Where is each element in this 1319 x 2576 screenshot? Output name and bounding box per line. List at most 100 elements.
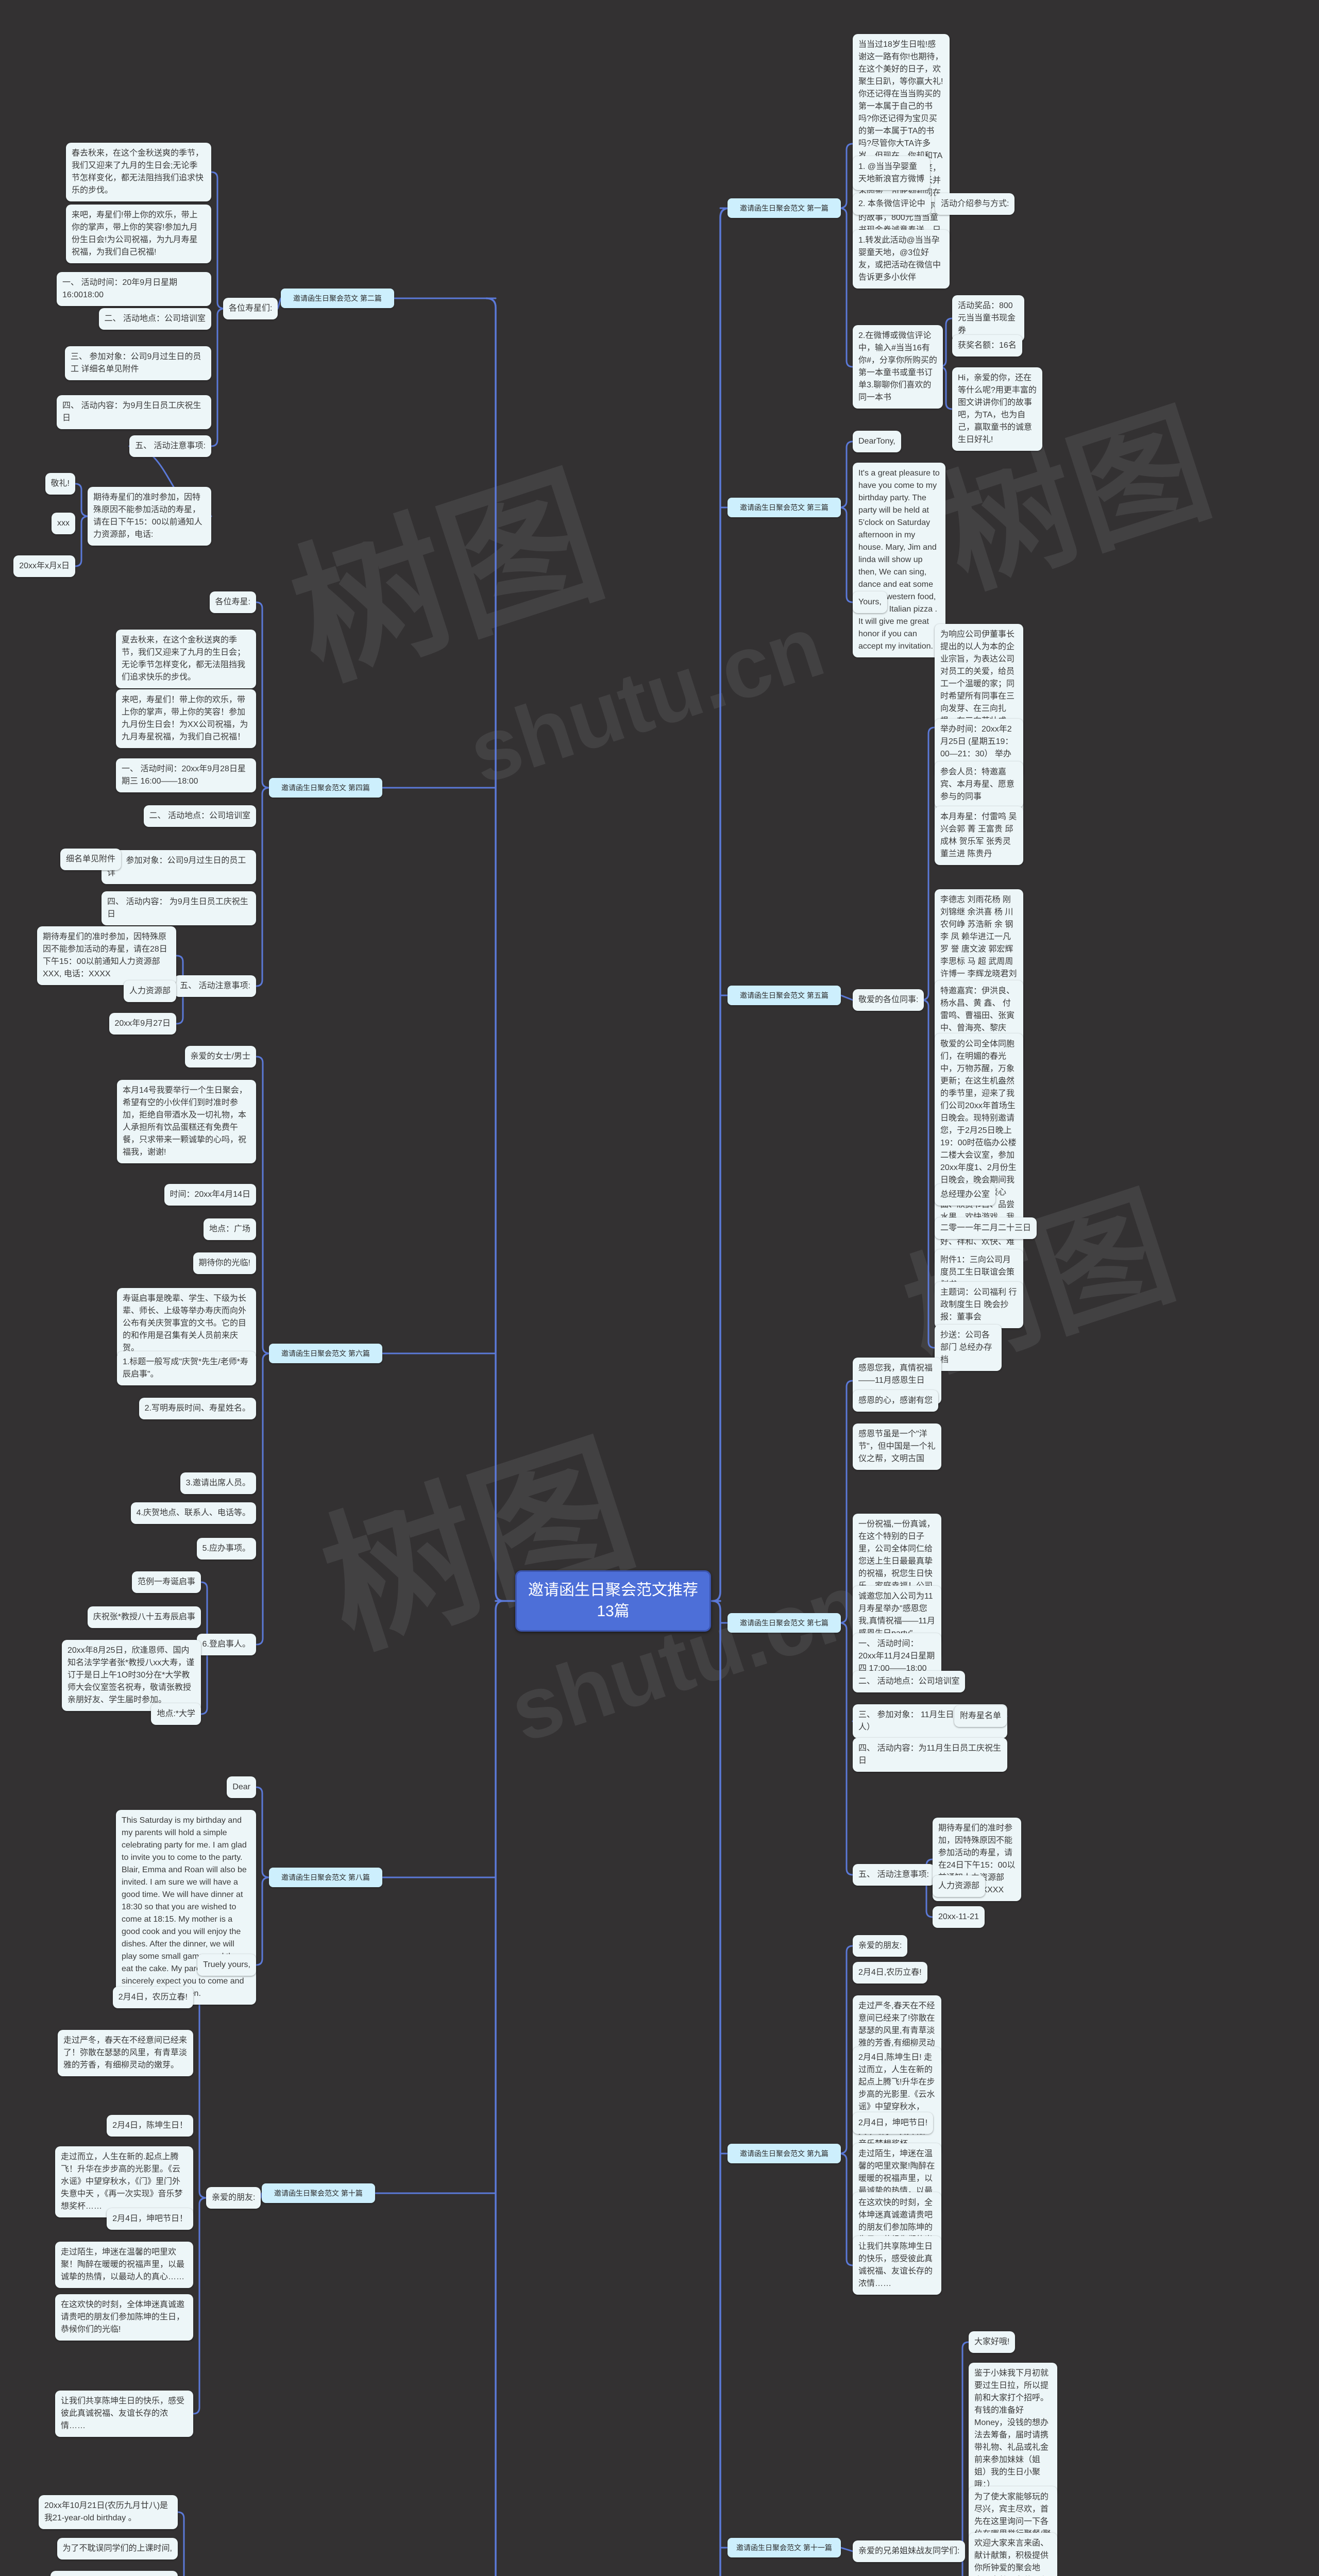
branch-label[interactable]: 邀请函生日聚会范文 第六篇 <box>269 1344 382 1363</box>
topic-node[interactable]: xxx <box>52 513 75 534</box>
topic-node[interactable]: 走过而立，人生在新的.起点上腾飞！升华在步步高的光影里。《云水谣》中望穿秋水，《… <box>55 2146 193 2217</box>
topic-node[interactable]: 2. 本条微信评论中 <box>853 193 931 215</box>
topic-node[interactable]: 2月4日，坤吧节日！ <box>107 2208 193 2230</box>
topic-node[interactable]: 四、 活动内容：为11月生日员工庆祝生日 <box>853 1738 1007 1772</box>
topic-node[interactable]: 二、 活动地点：公司培训室 <box>143 805 256 827</box>
topic-node[interactable]: 春去秋来，在这个金秋送爽的季节，我们又迎来了九月的生日会;无论季节怎样变化，都无… <box>66 143 211 201</box>
topic-node[interactable]: 鉴于小妹我下月初就要过生日拉，所以提前和大家打个招呼。有钱的准备好Money，没… <box>969 2363 1057 2496</box>
topic-node[interactable]: 让我们共享陈坤生日的快乐，感受彼此真诚祝福、友谊长存的浓情…… <box>853 2236 941 2295</box>
topic-node[interactable]: 亲爱的朋友: <box>853 1935 908 1957</box>
topic-node[interactable]: 20xx-11-21 <box>933 1906 985 1928</box>
topic-node[interactable]: 2月4日，坤吧节日! <box>853 2112 934 2134</box>
topic-node[interactable]: 二、 活动地点：公司培训室 <box>98 308 211 330</box>
hub-node[interactable]: 敬爱的各位同事: <box>853 989 924 1011</box>
hub-node[interactable]: 各位寿星们: <box>223 298 278 319</box>
topic-node[interactable]: 2.写明寿辰时间、寿星姓名。 <box>139 1398 256 1419</box>
branch-label[interactable]: 邀请函生日聚会范文 第四篇 <box>269 778 382 798</box>
link-node[interactable]: 细名单见附件 <box>60 849 121 870</box>
topic-node[interactable]: 地点:*大学 <box>151 1703 201 1725</box>
topic-node[interactable]: 期待你的光临! <box>193 1252 256 1274</box>
link-node[interactable]: 活动介绍参与方式: <box>935 193 1015 215</box>
branch-label[interactable]: 邀请函生日聚会范文 第九篇 <box>728 2144 841 2163</box>
topic-node[interactable]: 本月寿星：付雷鸣 吴兴会郭 菁 王富贵 邱成林 贺乐军 张秀灵 董兰进 陈贵丹 <box>935 806 1023 865</box>
topic-node[interactable]: 2.在微博或微信评论中，输入#当当16有你#，分享你所购买的第一本童书或童书订单… <box>853 325 943 409</box>
topic-node[interactable]: It's a great pleasure to have you come t… <box>853 463 945 657</box>
topic-node[interactable]: 一、 活动时间：20年9月日星期 16:0018:00 <box>57 272 211 306</box>
topic-node[interactable]: 20xx年9月27日 <box>109 1013 176 1035</box>
topic-node[interactable]: 活动奖品：800元当当童书现金券 <box>952 295 1024 342</box>
topic-node[interactable]: 参会人员：特邀嘉宾、本月寿星、愿意参与的同事 <box>935 761 1023 808</box>
hub-node[interactable]: 亲爱的兄弟姐妹战友同学们: <box>853 2540 966 2562</box>
hub-node[interactable]: 亲爱的朋友: <box>206 2187 261 2209</box>
topic-node[interactable]: Yours, <box>853 591 887 613</box>
topic-node[interactable]: 抄送：公司各部门 总经办存档 <box>935 1325 1002 1371</box>
topic-node[interactable]: 各位寿星: <box>209 591 256 613</box>
topic-node[interactable]: 20xx年8月25日，欣逢恩师、国内知名法学学者张*教授八xx大寿，谨订于是日上… <box>62 1640 201 1711</box>
link-node[interactable]: 附寿星名单 <box>954 1705 1007 1727</box>
topic-node[interactable]: 三、 参加对象：公司9月过生日的员工 详细名单见附件 <box>65 346 211 380</box>
topic-node[interactable]: 感恩的心，感谢有您 <box>853 1390 939 1412</box>
topic-node[interactable]: 庆祝张*教授八十五寿辰启事 <box>87 1606 201 1628</box>
branch-label[interactable]: 邀请函生日聚会范文 第七篇 <box>728 1613 841 1633</box>
topic-node[interactable]: 大家好哦! <box>969 2331 1016 2353</box>
topic-node[interactable]: 1. @当当孕婴童天地新浪官方微博 <box>853 156 930 190</box>
topic-node[interactable]: 2月4日，农历立春! <box>112 1987 193 2008</box>
topic-node[interactable]: 期待寿星们的准时参加，因特殊原因不能参加活动的寿星，请在28日下午15：00以前… <box>37 926 176 985</box>
topic-node[interactable]: 五、 活动注意事项: <box>174 975 256 997</box>
topic-node[interactable]: 5.应办事项。 <box>196 1538 256 1560</box>
topic-node[interactable]: 地点：广场 <box>203 1218 256 1240</box>
topic-node[interactable]: 范例一寿诞启事 <box>131 1571 201 1593</box>
topic-node[interactable]: 来吧，寿星们!带上你的欢乐，带上你的掌声，带上你的笑容!参加九月份生日会!为公司… <box>66 205 211 263</box>
topic-node[interactable]: 3.邀请出席人员。 <box>180 1472 256 1494</box>
topic-node[interactable]: 期待寿星们的准时参加，因特殊原因不能参加活动的寿星，请在日下午15：00以前通知… <box>88 487 211 546</box>
topic-node[interactable]: 总经理办公室 <box>935 1184 996 1206</box>
topic-node[interactable]: 欢迎大家来言来函、献计献策，积极提供你所钟爱的聚会地点。当然，条件是必须在知春路… <box>969 2533 1057 2576</box>
branch-label[interactable]: 邀请函生日聚会范文 第一篇 <box>728 198 841 218</box>
topic-node[interactable]: Hi，亲爱的你，还在等什么呢?用更丰富的图文讲讲你们的故事吧，为TA，也为自己，… <box>952 367 1042 451</box>
topic-node[interactable]: 主题词：公司福利 行政制度生日 晚会抄报：董事会 <box>935 1282 1023 1328</box>
branch-label[interactable]: 邀请函生日聚会范文 第二篇 <box>281 289 394 308</box>
topic-node[interactable]: party特定在10月21号(星期天)的下午3点 <box>50 2571 178 2576</box>
topic-node[interactable]: 敬礼! <box>45 473 75 495</box>
topic-node[interactable]: 一、 活动时间：20xx年9月28日星期三 16:00——18:00 <box>116 758 256 792</box>
topic-node[interactable]: 当当过18岁生日啦!感谢这一路有你!也期待，在这个美好的日子，欢聚生日趴，等你赢… <box>853 34 950 253</box>
topic-node[interactable]: DearTony, <box>853 431 901 452</box>
topic-node[interactable]: 让我们共享陈坤生日的快乐，感受彼此真诚祝福、友谊长存的浓情…… <box>55 2391 193 2437</box>
topic-node[interactable]: 亲爱的女士/男士 <box>184 1046 256 1067</box>
topic-node[interactable]: 2月4日,陈坤生日! 走过而立，人生在新的起点上腾飞!升华在步步高的光影里.《云… <box>853 2047 941 2155</box>
topic-node[interactable]: 20xx年x月x日 <box>13 555 75 577</box>
topic-node[interactable]: 二、 活动地点：公司培训室 <box>853 1671 966 1692</box>
topic-node[interactable]: 本月14号我要举行一个生日聚会，希望有空的小伙伴们到时准时参加，拒绝自带酒水及一… <box>117 1080 256 1163</box>
topic-node[interactable]: 20xx年10月21日(农历九月廿八)是我21-year-old birthda… <box>39 2495 178 2529</box>
branch-label[interactable]: 邀请函生日聚会范文 第十篇 <box>262 2183 375 2203</box>
topic-node[interactable]: 获奖名额：16名 <box>952 335 1022 357</box>
topic-node[interactable]: 走过严冬，春天在不经意间已经来了！弥散在瑟瑟的风里，有青草淡雅的芳香，有细柳灵动… <box>58 2030 193 2076</box>
topic-node[interactable]: 二零一一年二月二十三日 <box>935 1217 1037 1239</box>
topic-node[interactable]: 1.标题一般写成"庆贺*先生/老师*寿辰启事"。 <box>117 1351 256 1385</box>
topic-node[interactable]: 感恩节虽是一个"洋节"，但中国是一个礼仪之帮，文明古国 <box>853 1423 941 1470</box>
topic-node[interactable]: 2月4日，陈坤生日！ <box>107 2115 193 2137</box>
topic-node[interactable]: 2月4日,农历立春! <box>853 1962 927 1984</box>
topic-node[interactable]: 在这欢快的时刻，全体坤迷真诚邀请贵吧的朋友们参加陈坤的生日，恭候你们的光临! <box>55 2294 193 2341</box>
branch-label[interactable]: 邀请函生日聚会范文 第十一篇 <box>728 2538 841 2557</box>
topic-node[interactable]: 来吧，寿星们！带上你的欢乐，带上你的掌声，带上你的笑容！参加九月份生日会！为XX… <box>116 689 256 748</box>
topic-node[interactable]: 为了不耽误同学们的上课时间, <box>57 2538 178 2560</box>
topic-node[interactable]: 4.庆贺地点、联系人、电话等。 <box>130 1502 256 1524</box>
topic-node[interactable]: This Saturday is my birthday and my pare… <box>116 1810 256 2005</box>
topic-node[interactable]: 四、 活动内容： 为9月生日员工庆祝生日 <box>102 891 256 925</box>
center-topic[interactable]: 邀请函生日聚会范文推荐13篇 <box>515 1570 711 1632</box>
topic-node[interactable]: 三、 参加对象：公司9月过生日的员工 详 <box>102 850 256 884</box>
topic-node[interactable]: 人力资源部 <box>123 980 176 1002</box>
topic-node[interactable]: 时间：20xx年4月14日 <box>164 1184 256 1206</box>
topic-node[interactable]: Truely yours, <box>197 1954 256 1976</box>
topic-node[interactable]: 走过陌生，坤迷在温馨的吧里欢聚！陶醉在暖暖的祝福声里，以最诚挚的热情，以最动人的… <box>55 2242 193 2288</box>
topic-node[interactable]: 五、 活动注意事项: <box>853 1864 935 1886</box>
topic-node[interactable]: 四、 活动内容：为9月生日员工庆祝生日 <box>57 395 211 429</box>
branch-label[interactable]: 邀请函生日聚会范文 第五篇 <box>728 986 841 1005</box>
topic-node[interactable]: 1.转发此活动@当当孕婴童天地，@3位好友，或把活动在微信中告诉更多小伙伴 <box>853 230 950 289</box>
branch-label[interactable]: 邀请函生日聚会范文 第三篇 <box>728 498 841 517</box>
branch-label[interactable]: 邀请函生日聚会范文 第八篇 <box>269 1868 382 1887</box>
topic-node[interactable]: 6.登启事人。 <box>196 1634 256 1655</box>
topic-node[interactable]: 夏去秋来，在这个金秋送爽的季节，我们又迎来了九月的生日会；无论季节怎样变化，都无… <box>116 630 256 688</box>
topic-node[interactable]: 五、 活动注意事项: <box>129 435 211 457</box>
